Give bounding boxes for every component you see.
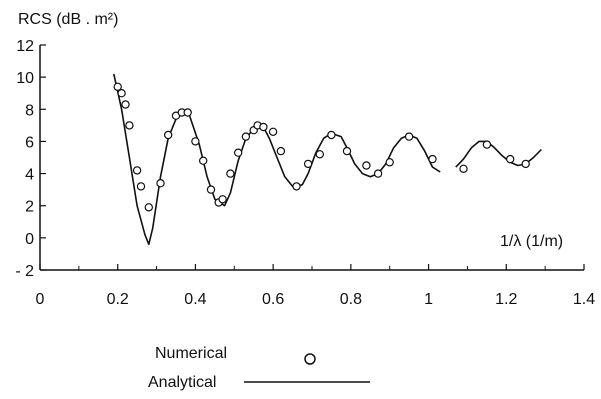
numerical-data-point [327, 130, 336, 140]
numerical-data-point [136, 182, 146, 191]
x-ticks: 0 0.2 0.4 0.6 0.8 1 1.2 1.4 [36, 264, 595, 308]
numerical-data-point [373, 169, 383, 178]
numerical-data-point [362, 161, 371, 170]
y-tick-label: 0 [25, 231, 34, 248]
y-tick-label: 10 [16, 70, 34, 87]
legend-label-numerical: Numerical [155, 345, 227, 362]
y-tick-label: 2 [25, 199, 34, 216]
y-tick-label: 12 [16, 38, 34, 55]
numerical-data-point [342, 146, 352, 156]
numerical-data-point [206, 185, 216, 194]
analytical-series-line [113, 73, 441, 246]
y-ticks: - 2 0 2 4 6 8 10 12 [15, 38, 46, 280]
numerical-data-point [233, 148, 243, 157]
numerical-data-point [428, 154, 437, 164]
numerical-data-point [268, 127, 278, 136]
x-axis-label: 1/λ (1/m) [500, 233, 563, 250]
x-tick-label: 1 [424, 291, 433, 308]
y-tick-label: - 2 [15, 263, 34, 280]
numerical-data-point [121, 100, 130, 109]
numerical-data-point [198, 156, 208, 165]
numerical-data-point [218, 195, 227, 204]
numerical-data-point [385, 158, 394, 167]
numerical-data-point [506, 154, 515, 164]
numerical-data-point [276, 146, 286, 156]
numerical-data-point [292, 182, 301, 191]
numerical-data-point [482, 140, 492, 149]
chart-title: RCS (dB . m²) [18, 11, 118, 28]
numerical-data-point [163, 130, 173, 140]
legend-marker-numerical [304, 353, 316, 365]
legend: Numerical Analytical [148, 345, 370, 391]
x-tick-label: 1.2 [495, 291, 517, 308]
numerical-data-point [259, 122, 268, 132]
x-tick-label: 0.6 [262, 291, 284, 308]
numerical-data-point [156, 178, 165, 188]
numerical-data-point [113, 82, 122, 92]
numerical-data-point [183, 108, 192, 117]
numerical-data-point [191, 137, 200, 146]
y-tick-label: 6 [25, 134, 34, 151]
numerical-data-point [241, 132, 251, 141]
x-tick-label: 0.4 [184, 291, 206, 308]
numerical-data-point [404, 132, 414, 141]
numerical-data-point [125, 121, 134, 130]
y-tick-label: 8 [25, 102, 34, 119]
legend-label-analytical: Analytical [148, 374, 216, 391]
numerical-data-point [303, 159, 313, 169]
series-layer [113, 73, 542, 246]
numerical-data-point [226, 169, 235, 178]
y-tick-label: 4 [25, 167, 34, 184]
numerical-data-point [521, 159, 530, 169]
numerical-data-point [144, 203, 153, 212]
numerical-data-point [132, 166, 142, 175]
numerical-data-point [117, 88, 126, 98]
numerical-data-point [459, 164, 468, 173]
x-tick-label: 0.2 [107, 291, 129, 308]
x-tick-label: 0 [36, 291, 45, 308]
numerical-data-point [315, 150, 324, 159]
x-tick-label: 0.8 [340, 291, 362, 308]
x-tick-label: 1.4 [573, 291, 595, 308]
